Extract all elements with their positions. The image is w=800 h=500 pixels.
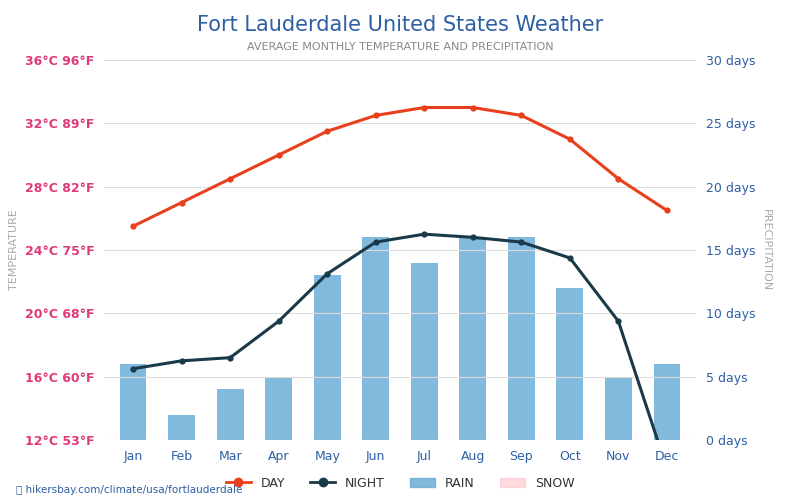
Bar xyxy=(654,364,680,440)
Bar xyxy=(362,238,389,440)
Bar xyxy=(217,390,243,440)
Bar xyxy=(120,364,146,440)
Text: AVERAGE MONTHLY TEMPERATURE AND PRECIPITATION: AVERAGE MONTHLY TEMPERATURE AND PRECIPIT… xyxy=(246,42,554,52)
Bar xyxy=(411,262,438,440)
Text: Fort Lauderdale United States Weather: Fort Lauderdale United States Weather xyxy=(197,15,603,35)
Bar xyxy=(557,288,583,440)
Bar xyxy=(508,238,534,440)
Bar xyxy=(168,414,195,440)
Y-axis label: PRECIPITATION: PRECIPITATION xyxy=(761,209,770,291)
Legend: DAY, NIGHT, RAIN, SNOW: DAY, NIGHT, RAIN, SNOW xyxy=(221,472,579,494)
Bar xyxy=(459,238,486,440)
Text: 📍 hikersbay.com/climate/usa/fortlauderdale: 📍 hikersbay.com/climate/usa/fortlauderda… xyxy=(16,485,242,495)
Bar xyxy=(605,376,632,440)
Bar xyxy=(314,276,341,440)
Bar xyxy=(266,376,292,440)
Y-axis label: TEMPERATURE: TEMPERATURE xyxy=(9,210,19,290)
